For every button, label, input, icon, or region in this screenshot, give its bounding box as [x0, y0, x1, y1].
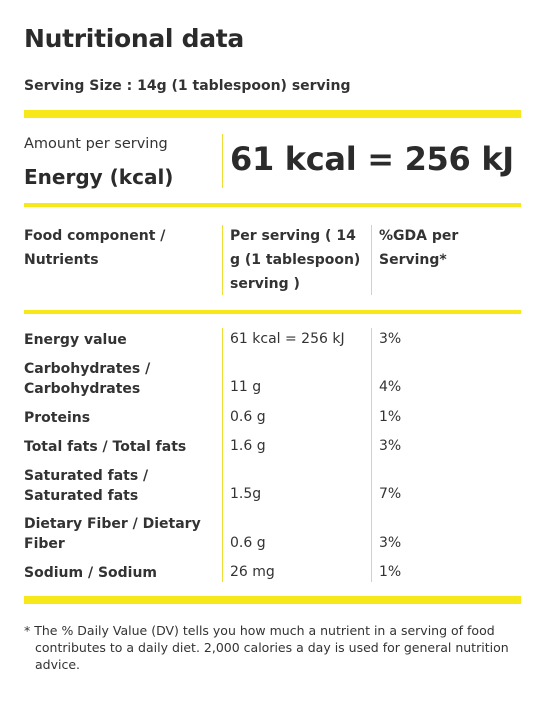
- row-value: 1.5g: [230, 486, 262, 502]
- row-value: 0.6 g: [230, 535, 266, 551]
- row-name: Energy value: [24, 332, 127, 348]
- row-value: 61 kcal = 256 kJ: [230, 331, 345, 347]
- row-name: Sodium / Sodium: [24, 565, 158, 581]
- serving-size: Serving Size : 14g (1 tablespoon) servin…: [24, 78, 351, 94]
- table-divider-2: [371, 328, 372, 582]
- row-pct: 3%: [379, 331, 402, 347]
- divider-bar-top: [24, 110, 521, 118]
- row-name: Dietary Fiber / Dietary Fiber: [24, 516, 201, 552]
- row-value: 11 g: [230, 379, 262, 395]
- divider-bar-energy: [24, 203, 521, 207]
- row-name: Proteins: [24, 410, 91, 426]
- row-pct: 3%: [379, 438, 402, 454]
- footnote: * The % Daily Value (DV) tells you how m…: [24, 623, 509, 672]
- header-per-serving: Per serving ( 14 g (1 tablespoon) servin…: [230, 228, 361, 292]
- row-name: Carbohydrates / Carbohydrates: [24, 361, 151, 397]
- row-value: 26 mg: [230, 564, 275, 580]
- energy-value: 61 kcal = 256 kJ: [230, 140, 514, 178]
- row-value: 1.6 g: [230, 438, 266, 454]
- amount-per-serving-label: Amount per serving: [24, 136, 168, 152]
- energy-divider: [222, 134, 223, 188]
- page-title: Nutritional data: [24, 24, 244, 53]
- header-food-component: Food component / Nutrients: [24, 228, 166, 268]
- row-pct: 1%: [379, 409, 402, 425]
- row-pct: 7%: [379, 486, 402, 502]
- divider-bar-bottom: [24, 596, 521, 604]
- row-pct: 3%: [379, 535, 402, 551]
- energy-label: Energy (kcal): [24, 165, 174, 189]
- row-name: Saturated fats / Saturated fats: [24, 468, 149, 504]
- header-gda: %GDA per Serving*: [379, 228, 459, 268]
- row-pct: 1%: [379, 564, 402, 580]
- divider-bar-header: [24, 310, 521, 314]
- row-value: 0.6 g: [230, 409, 266, 425]
- header-divider-1: [222, 225, 223, 295]
- row-name: Total fats / Total fats: [24, 439, 187, 455]
- header-divider-2: [371, 225, 372, 295]
- table-divider-1: [222, 328, 223, 582]
- row-pct: 4%: [379, 379, 402, 395]
